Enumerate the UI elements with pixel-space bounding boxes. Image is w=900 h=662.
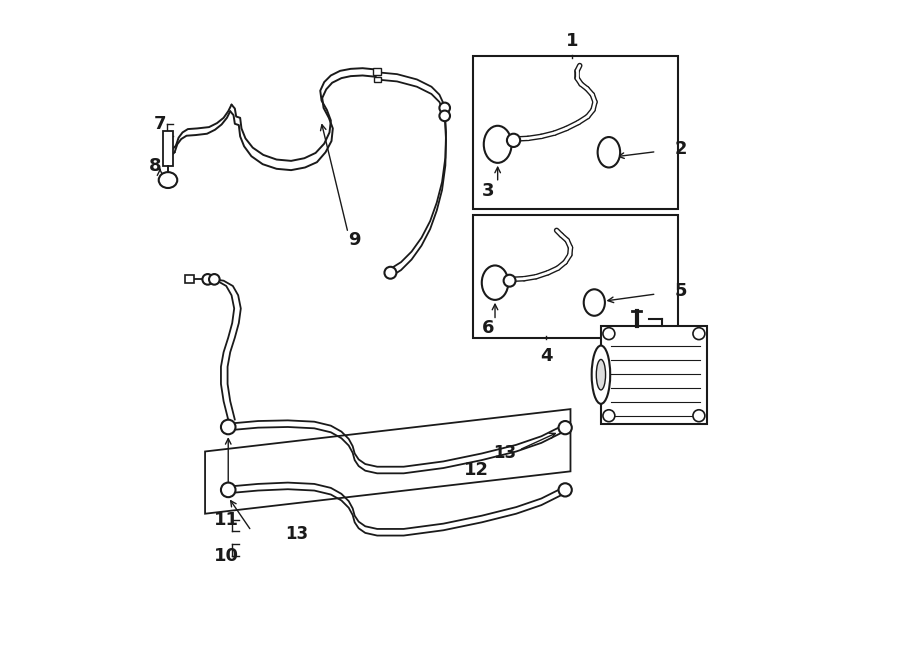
Text: 4: 4 <box>540 347 553 365</box>
Ellipse shape <box>598 137 620 167</box>
Polygon shape <box>205 409 571 514</box>
Text: 13: 13 <box>285 524 308 543</box>
Text: 6: 6 <box>482 318 495 337</box>
Circle shape <box>559 483 572 496</box>
Circle shape <box>559 421 572 434</box>
Circle shape <box>693 328 705 340</box>
Circle shape <box>439 103 450 113</box>
Text: 2: 2 <box>674 140 687 158</box>
Circle shape <box>220 483 236 497</box>
Text: 1: 1 <box>566 32 579 50</box>
Circle shape <box>603 410 615 422</box>
Bar <box>473 215 679 338</box>
Text: 10: 10 <box>213 547 238 565</box>
Ellipse shape <box>482 265 508 300</box>
Bar <box>374 77 382 82</box>
Circle shape <box>202 274 213 285</box>
Ellipse shape <box>597 359 606 390</box>
Circle shape <box>693 410 705 422</box>
Circle shape <box>384 267 396 279</box>
Text: 5: 5 <box>674 282 687 301</box>
Bar <box>163 131 174 166</box>
Bar <box>373 68 382 75</box>
Circle shape <box>507 134 520 147</box>
Circle shape <box>504 275 516 287</box>
Ellipse shape <box>584 289 605 316</box>
Circle shape <box>209 274 220 285</box>
Ellipse shape <box>158 172 177 188</box>
Text: 13: 13 <box>492 444 516 462</box>
Circle shape <box>439 111 450 121</box>
Circle shape <box>220 420 236 434</box>
Text: 12: 12 <box>464 461 489 479</box>
Bar <box>185 275 193 283</box>
Text: 9: 9 <box>347 230 360 249</box>
Ellipse shape <box>484 126 511 163</box>
Bar <box>601 326 706 424</box>
Circle shape <box>603 328 615 340</box>
Bar <box>473 56 679 209</box>
Ellipse shape <box>591 346 610 404</box>
Text: 11: 11 <box>213 510 238 529</box>
Text: 7: 7 <box>154 115 166 134</box>
Text: 8: 8 <box>149 156 162 175</box>
Text: 3: 3 <box>482 181 495 200</box>
